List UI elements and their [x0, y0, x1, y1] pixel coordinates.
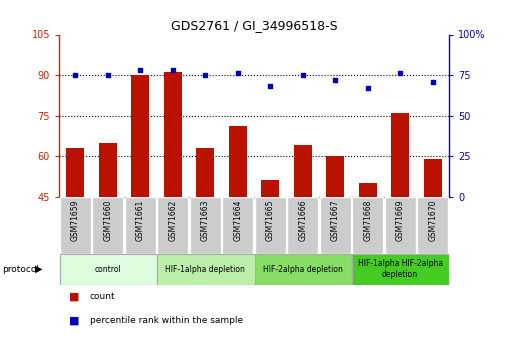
- Bar: [391, 113, 409, 197]
- Text: GSM71660: GSM71660: [103, 199, 112, 241]
- Bar: [99, 142, 116, 197]
- Point: [364, 85, 372, 91]
- Text: GSM71662: GSM71662: [168, 199, 177, 241]
- Bar: [157, 197, 188, 254]
- Point: [266, 83, 274, 89]
- Text: count: count: [90, 292, 115, 301]
- Text: GSM71664: GSM71664: [233, 199, 242, 241]
- Point: [169, 67, 177, 73]
- Text: GSM71667: GSM71667: [331, 199, 340, 241]
- Title: GDS2761 / GI_34996518-S: GDS2761 / GI_34996518-S: [171, 19, 337, 32]
- Bar: [157, 254, 255, 285]
- Text: GSM71661: GSM71661: [136, 199, 145, 241]
- Bar: [255, 197, 286, 254]
- Bar: [190, 197, 221, 254]
- Bar: [417, 197, 448, 254]
- Bar: [352, 197, 383, 254]
- Text: ■: ■: [69, 316, 80, 326]
- Point: [299, 72, 307, 78]
- Text: control: control: [94, 265, 121, 274]
- Point: [331, 77, 339, 83]
- Text: percentile rank within the sample: percentile rank within the sample: [90, 316, 243, 325]
- Text: GSM71669: GSM71669: [396, 199, 405, 241]
- Bar: [125, 197, 155, 254]
- Point: [136, 67, 144, 73]
- Point: [71, 72, 80, 78]
- Bar: [326, 156, 344, 197]
- Point: [428, 79, 437, 84]
- Text: protocol: protocol: [3, 265, 40, 274]
- Text: ■: ■: [69, 292, 80, 302]
- Text: GSM71659: GSM71659: [71, 199, 80, 241]
- Text: ▶: ▶: [35, 264, 43, 274]
- Bar: [294, 145, 311, 197]
- Bar: [424, 159, 442, 197]
- Bar: [60, 254, 157, 285]
- Bar: [261, 180, 279, 197]
- Bar: [222, 197, 253, 254]
- Bar: [60, 197, 91, 254]
- Bar: [320, 197, 350, 254]
- Point: [104, 72, 112, 78]
- Bar: [66, 148, 84, 197]
- Text: HIF-1alpha HIF-2alpha
depletion: HIF-1alpha HIF-2alpha depletion: [358, 259, 443, 279]
- Text: GSM71663: GSM71663: [201, 199, 210, 241]
- Point: [233, 71, 242, 76]
- Bar: [229, 126, 247, 197]
- Text: HIF-2alpha depletion: HIF-2alpha depletion: [263, 265, 343, 274]
- Bar: [352, 254, 450, 285]
- Bar: [385, 197, 416, 254]
- Point: [396, 71, 404, 76]
- Bar: [196, 148, 214, 197]
- Text: GSM71665: GSM71665: [266, 199, 274, 241]
- Text: GSM71668: GSM71668: [363, 199, 372, 241]
- Text: HIF-1alpha depletion: HIF-1alpha depletion: [165, 265, 245, 274]
- Text: GSM71670: GSM71670: [428, 199, 437, 241]
- Bar: [92, 197, 123, 254]
- Bar: [131, 75, 149, 197]
- Text: GSM71666: GSM71666: [298, 199, 307, 241]
- Bar: [255, 254, 352, 285]
- Bar: [359, 183, 377, 197]
- Bar: [287, 197, 318, 254]
- Bar: [164, 72, 182, 197]
- Point: [201, 72, 209, 78]
